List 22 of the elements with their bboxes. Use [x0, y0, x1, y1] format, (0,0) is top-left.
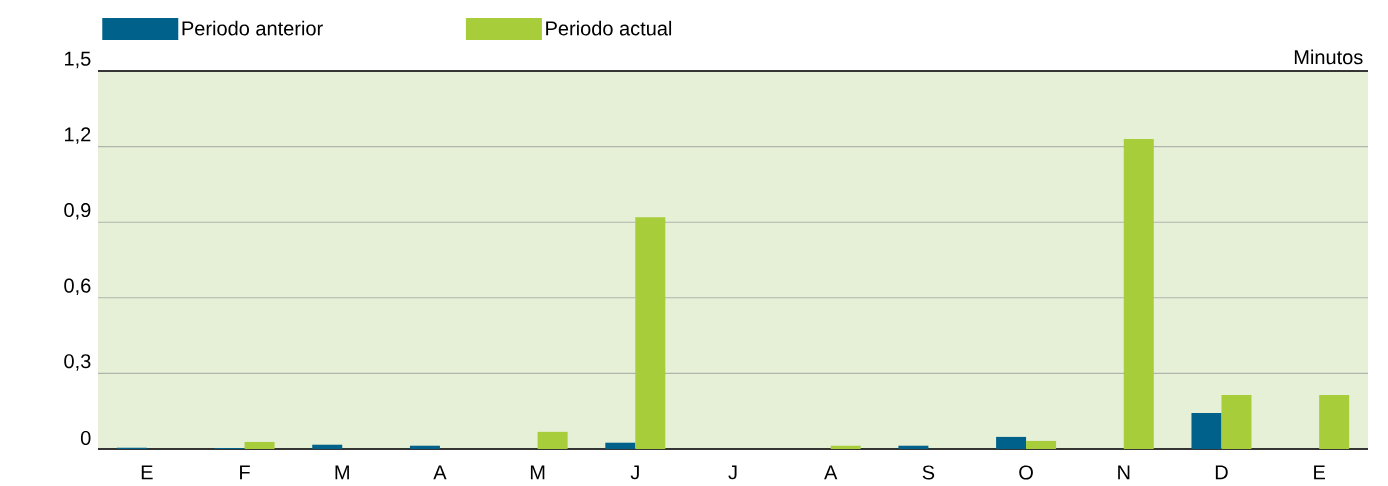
x-tick-label: N [1118, 465, 1130, 480]
x-tick-label: A [433, 465, 447, 480]
x-tick-label: D [1215, 465, 1228, 480]
y-tick-label: 1,5 [65, 51, 91, 69]
x-tick-label: J [728, 465, 737, 480]
y-tick-label: 0,9 [64, 202, 91, 220]
x-tick-label: E [141, 465, 153, 480]
legend-label: Periodo actual [546, 20, 672, 36]
y-axis-title: Minutos [1294, 49, 1363, 65]
x-tick-label: E [1314, 465, 1325, 480]
x-tick-label: O [1019, 465, 1033, 480]
y-tick-label: 0,3 [64, 354, 91, 371]
x-tick-label: A [824, 465, 838, 480]
x-tick-label: F [240, 465, 250, 480]
legend-label: Periodo anterior [182, 20, 323, 36]
x-tick-label: M [335, 465, 349, 480]
y-tick-label: 0 [80, 430, 91, 446]
x-tick-label: J [630, 465, 639, 480]
x-tick-label: M [530, 465, 545, 480]
y-tick-label: 1,2 [65, 127, 91, 144]
x-tick-label: S [922, 465, 935, 480]
y-tick-label: 0,6 [64, 278, 91, 296]
